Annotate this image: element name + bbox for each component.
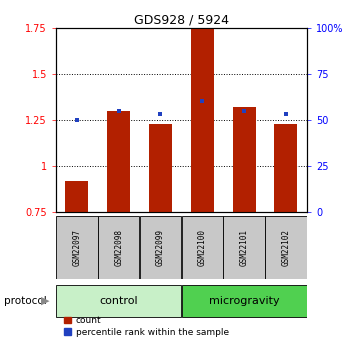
Text: ▶: ▶ xyxy=(41,296,49,306)
Bar xyxy=(56,216,97,279)
Text: GSM22101: GSM22101 xyxy=(240,229,249,266)
Text: GSM22102: GSM22102 xyxy=(282,229,291,266)
Text: protocol: protocol xyxy=(4,296,46,306)
Text: microgravity: microgravity xyxy=(209,296,279,306)
Bar xyxy=(232,107,256,212)
Text: control: control xyxy=(99,296,138,306)
Bar xyxy=(56,285,181,317)
Bar xyxy=(107,111,130,212)
Bar xyxy=(182,216,223,279)
Bar xyxy=(223,216,265,279)
Bar xyxy=(65,181,88,212)
Text: GSM22098: GSM22098 xyxy=(114,229,123,266)
Bar xyxy=(182,285,306,317)
Legend: count, percentile rank within the sample: count, percentile rank within the sample xyxy=(61,313,232,341)
Bar xyxy=(98,216,139,279)
Bar xyxy=(191,28,214,212)
Bar xyxy=(140,216,181,279)
Bar xyxy=(274,124,297,212)
Bar xyxy=(265,216,306,279)
Text: GSM22100: GSM22100 xyxy=(198,229,207,266)
Bar xyxy=(149,124,172,212)
Text: GSM22099: GSM22099 xyxy=(156,229,165,266)
Title: GDS928 / 5924: GDS928 / 5924 xyxy=(134,13,229,27)
Text: GSM22097: GSM22097 xyxy=(72,229,81,266)
